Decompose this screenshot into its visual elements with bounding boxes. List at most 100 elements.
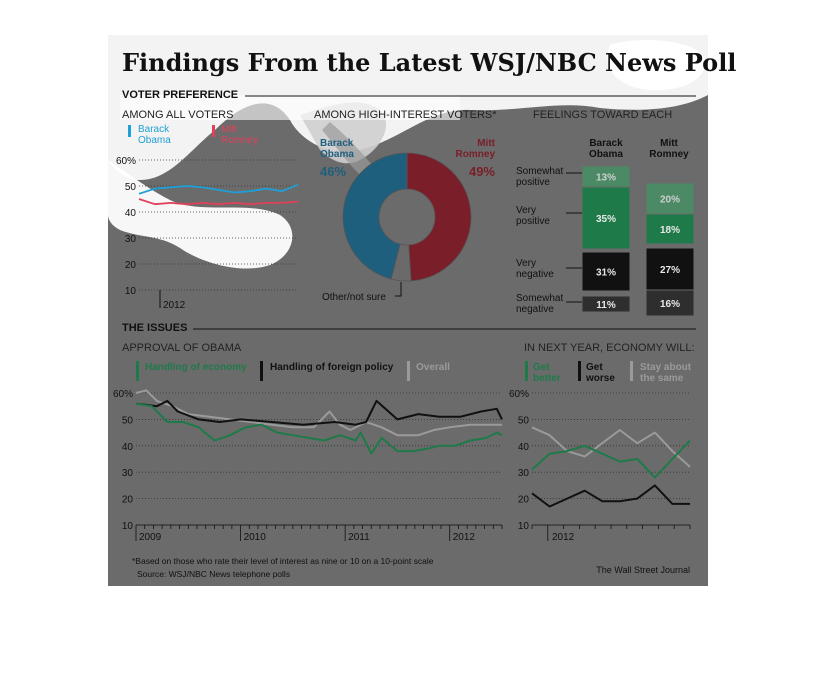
chart-high-interest: AMONG HIGH-INTEREST VOTERS* Barack Obama… (314, 109, 497, 303)
feel-row-label-line1: Somewhat (516, 293, 563, 304)
feel-row-label-line2: positive (516, 177, 550, 188)
section-the-issues: THE ISSUES (122, 322, 187, 334)
economy-ytick-label: 50 (518, 415, 530, 426)
chart-title-high-interest: AMONG HIGH-INTEREST VOTERS* (314, 109, 497, 121)
approval-xtick-label: 2010 (244, 532, 267, 543)
feel-col-romney-line1: Mitt (660, 138, 678, 149)
feel-bar-label: 20% (660, 195, 680, 206)
pie-label-romney-line1: Mitt (477, 138, 495, 149)
all-voters-ytick-label: 50 (125, 182, 137, 193)
pie-label-romney-line2: Romney (456, 149, 496, 160)
legend-same-line1: Stay about (640, 362, 692, 373)
feel-row-label-line2: positive (516, 216, 550, 227)
pie-slice-barack-obama (342, 152, 408, 280)
line-handling-of-foreign-policy (135, 399, 503, 426)
economy-xtick-label: 2012 (552, 532, 575, 543)
line-romney (138, 198, 299, 206)
feel-bar-obama-3 (581, 295, 631, 313)
pie-value-romney: 49% (469, 164, 495, 179)
page-title: Findings From the Latest WSJ/NBC News Po… (122, 48, 736, 77)
line-overall (135, 389, 502, 437)
feel-bar-obama-1 (581, 186, 631, 250)
chart-feelings: FEELINGS TOWARD EACH Barack Obama Mitt R… (516, 109, 695, 317)
approval-ytick-label: 50 (122, 415, 134, 426)
legend-romney-line1: Mitt (221, 124, 237, 135)
feel-bar-label: 27% (660, 265, 680, 276)
legend-swatch-worse (578, 361, 581, 381)
legend-obama-line1: Barack (138, 124, 170, 135)
line-get-better (531, 439, 691, 479)
legend-swatch-economy (136, 361, 139, 381)
credit-line: The Wall Street Journal (596, 565, 690, 575)
legend-swatch-better (525, 361, 528, 381)
chart-title-feelings: FEELINGS TOWARD EACH (533, 109, 672, 121)
approval-xtick-label: 2011 (348, 532, 370, 543)
economy-ytick-label: 10 (518, 521, 530, 532)
pie-label-obama-line1: Barack (320, 138, 354, 149)
approval-ytick-label: 40 (122, 442, 134, 453)
source-line: Source: WSJ/NBC News telephone polls (137, 569, 290, 579)
approval-ytick-label: 10 (122, 521, 134, 532)
all-voters-ytick-label: 20 (125, 260, 137, 271)
pie-slice-mitt-romney (406, 152, 472, 282)
feel-bar-label: 16% (660, 299, 680, 310)
approval-xtick-label: 2012 (453, 532, 476, 543)
feel-bar-label: 35% (596, 214, 616, 225)
chart-economy-next-year: IN NEXT YEAR, ECONOMY WILL: Get better G… (509, 342, 695, 543)
footnote: *Based on those who rate their level of … (132, 556, 434, 566)
legend-swatch-romney (212, 125, 215, 137)
legend-foreign: Handling of foreign policy (270, 362, 394, 373)
chart-title-all-voters: AMONG ALL VOTERS (122, 109, 233, 121)
feel-col-obama-line2: Obama (589, 149, 623, 160)
feel-row-label-line1: Somewhat (516, 166, 563, 177)
line-stay-about-the-same (531, 426, 691, 468)
pie-label-obama-line2: Obama (320, 149, 354, 160)
feel-bar-romney-0 (645, 182, 695, 215)
feel-col-romney-line2: Romney (649, 149, 689, 160)
feel-row-label-line2: negative (516, 304, 554, 315)
legend-swatch-obama (128, 125, 131, 137)
all-voters-ytick-label: 40 (125, 208, 137, 219)
legend-better-line1: Get (533, 362, 550, 373)
section-voter-preference: VOTER PREFERENCE (122, 89, 238, 101)
legend-worse-line2: worse (585, 373, 615, 384)
feel-bar-label: 31% (596, 268, 616, 279)
all-voters-ytick-label: 30 (125, 234, 137, 245)
legend-same-line2: the same (640, 373, 684, 384)
all-voters-xtick-label: 2012 (163, 300, 186, 311)
legend-romney-line2: Romney (221, 135, 258, 146)
all-voters-ytick-label: 10 (125, 286, 137, 297)
economy-ytick-label: 40 (518, 442, 530, 453)
feel-row-label-line1: Very (516, 258, 536, 269)
overlay-blotches (108, 35, 708, 269)
legend-swatch-foreign (260, 361, 263, 381)
feel-bar-romney-3 (645, 289, 695, 317)
feel-bar-label: 11% (596, 300, 616, 311)
chart-approval: APPROVAL OF OBAMA Handling of economy Ha… (113, 342, 503, 543)
legend-worse-line1: Get (586, 362, 603, 373)
legend-swatch-overall (407, 361, 410, 381)
economy-ytick-label: 30 (518, 468, 530, 479)
legend-overall: Overall (416, 362, 450, 373)
feel-col-obama-line1: Barack (589, 138, 623, 149)
approval-ytick-label: 60% (113, 389, 133, 400)
pie-label-other: Other/not sure (322, 292, 386, 303)
feel-bar-label: 13% (596, 173, 616, 184)
chart-title-economy: IN NEXT YEAR, ECONOMY WILL: (524, 342, 695, 354)
feel-bar-romney-1 (645, 213, 695, 245)
pie-leader-line (395, 282, 402, 297)
pie-value-obama: 46% (320, 164, 346, 179)
line-obama (138, 183, 299, 195)
legend-economy: Handling of economy (145, 362, 247, 373)
feel-row-label-line1: Very (516, 205, 536, 216)
all-voters-ytick-label: 60% (116, 156, 136, 167)
feel-row-label-line2: negative (516, 269, 554, 280)
chart-all-voters: AMONG ALL VOTERS Barack Obama Mitt Romne… (116, 109, 299, 311)
economy-ytick-label: 20 (518, 495, 530, 506)
legend-obama-line2: Obama (138, 135, 171, 146)
feel-bar-romney-2 (645, 247, 695, 291)
feel-bar-obama-2 (581, 251, 631, 292)
line-handling-of-economy (135, 402, 503, 455)
chart-title-approval: APPROVAL OF OBAMA (122, 342, 242, 354)
